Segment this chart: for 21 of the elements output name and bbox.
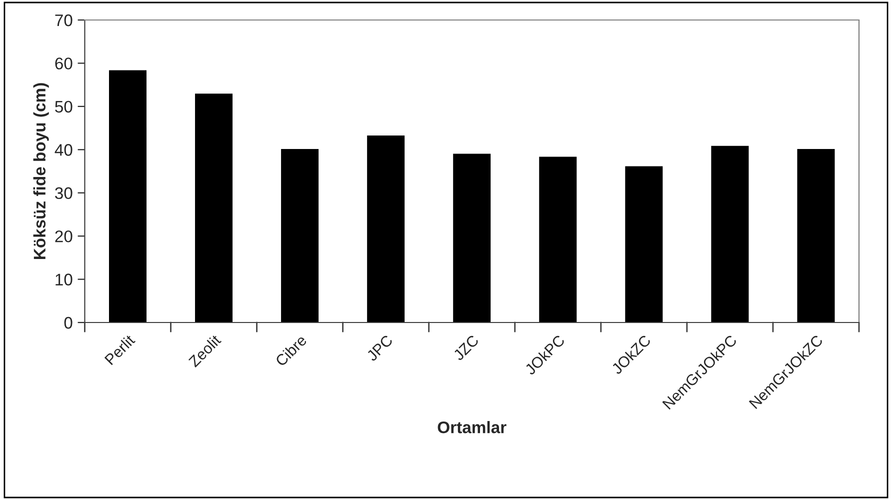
bar (453, 154, 491, 322)
bar (711, 146, 749, 322)
y-axis-title: Köksüz fide boyu (cm) (33, 83, 49, 260)
bar (195, 94, 233, 322)
y-tick-label: 40 (54, 144, 72, 156)
bar (539, 156, 577, 322)
y-tick-label: 70 (55, 14, 72, 26)
y-tick-label: 60 (55, 58, 72, 70)
y-tick-label: 20 (55, 230, 72, 242)
y-tick-label: 0 (64, 316, 72, 329)
y-tick-label: 50 (55, 100, 72, 113)
bar (797, 148, 835, 322)
bar (625, 166, 663, 322)
y-tick-label: 10 (56, 274, 72, 286)
x-tick-label: JZC (452, 334, 480, 362)
bar (108, 70, 147, 322)
y-tick-label: 30 (55, 187, 72, 200)
bar (367, 136, 405, 322)
x-axis-title: Ortamlar (438, 421, 506, 434)
bar (281, 148, 319, 322)
x-tick-label: JPC (366, 334, 394, 362)
